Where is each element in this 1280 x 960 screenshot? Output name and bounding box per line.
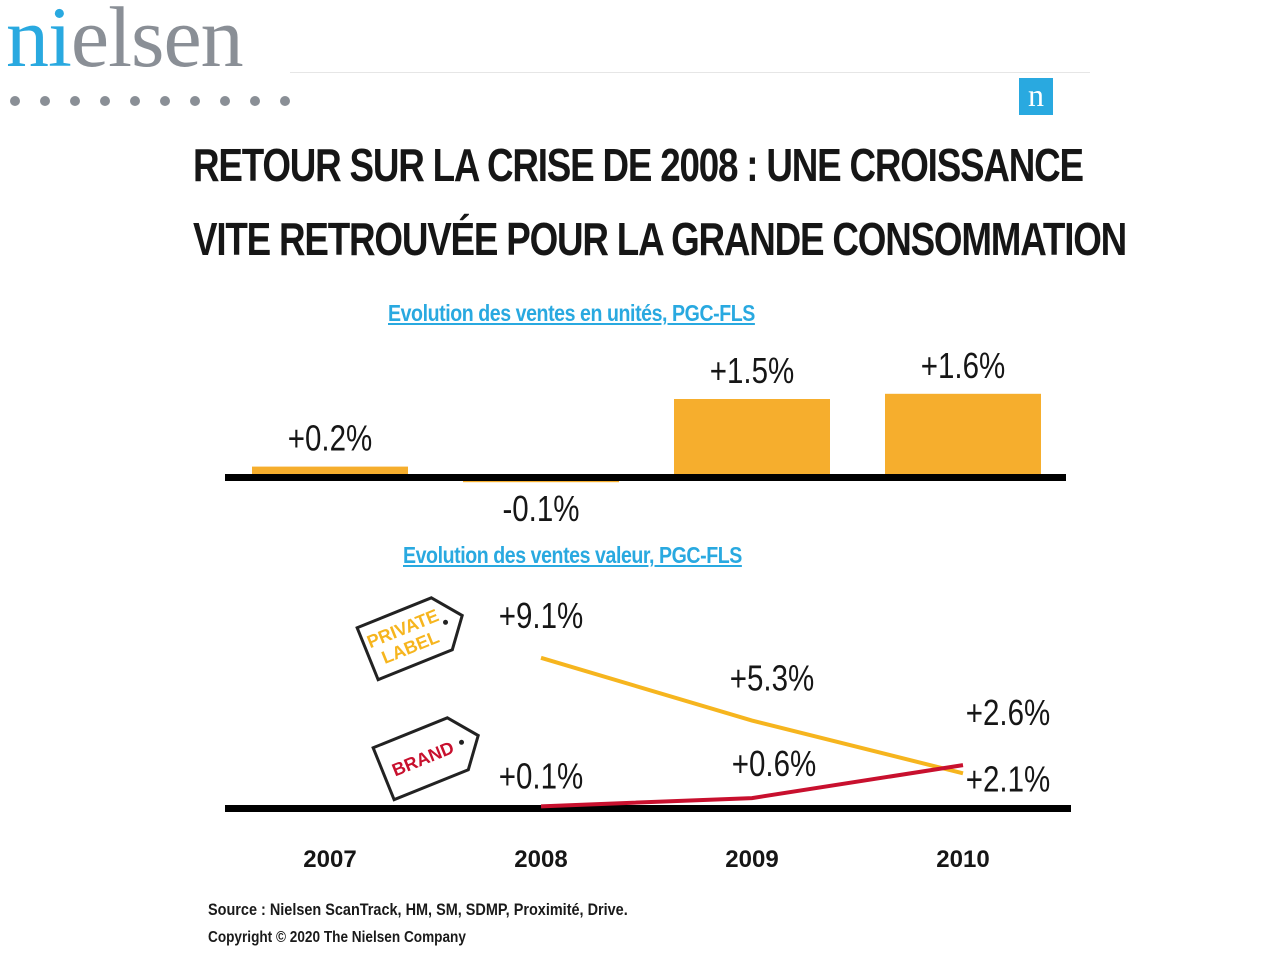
logo-dot xyxy=(70,96,80,106)
value-point-label: +2.6% xyxy=(966,692,1051,732)
units-bar xyxy=(674,399,830,477)
units-bar-label: +1.6% xyxy=(921,345,1006,385)
brand-tag-hole-icon xyxy=(459,739,465,745)
logo-dot xyxy=(250,96,260,106)
units-bar-label: +1.5% xyxy=(710,350,795,390)
logo-dot xyxy=(220,96,230,106)
nielsen-badge-icon: n xyxy=(1019,78,1053,115)
brand-tag: BRAND xyxy=(371,716,480,802)
logo-dot xyxy=(40,96,50,106)
value-baseline xyxy=(225,805,1071,812)
nielsen-logo: nielsen xyxy=(6,0,244,85)
logo-dot xyxy=(10,96,20,106)
header-divider xyxy=(290,72,1090,73)
source-note: Source : Nielsen ScanTrack, HM, SM, SDMP… xyxy=(208,900,628,919)
value-point-label: +5.3% xyxy=(730,658,815,698)
units-bar-label: +0.2% xyxy=(288,418,373,458)
private-label-tag-shape xyxy=(355,596,464,682)
headline-line-1: RETOUR SUR LA CRISE DE 2008 : UNE CROISS… xyxy=(193,139,1084,191)
value-line-brand xyxy=(540,763,964,809)
units-baseline xyxy=(225,474,1066,481)
logo-dot xyxy=(190,96,200,106)
logo-dot xyxy=(280,96,290,106)
x-tick-label: 2009 xyxy=(725,846,778,873)
headline-line-2: VITE RETROUVÉE POUR LA GRANDE CONSOMMATI… xyxy=(193,213,1127,265)
x-tick-label: 2007 xyxy=(303,846,356,873)
x-tick-label: 2008 xyxy=(514,846,567,873)
logo-dot xyxy=(130,96,140,106)
value-point-label: +9.1% xyxy=(499,595,584,635)
logo-dot xyxy=(160,96,170,106)
value-line-private-label xyxy=(540,655,964,776)
copyright-note: Copyright © 2020 The Nielsen Company xyxy=(208,929,466,946)
value-point-label: +0.6% xyxy=(732,743,817,783)
units-bar xyxy=(252,466,408,477)
x-tick-label: 2010 xyxy=(936,846,989,873)
logo-dot xyxy=(100,96,110,106)
private-label-tag-hole-icon xyxy=(443,619,449,625)
brand-tag-shape xyxy=(371,716,480,802)
value-point-label: +0.1% xyxy=(499,756,584,796)
value-chart-title: Evolution des ventes valeur, PGC-FLS xyxy=(403,542,742,568)
units-chart-title: Evolution des ventes en unités, PGC-FLS xyxy=(388,300,755,326)
units-bar xyxy=(885,393,1041,477)
value-point-label: +2.1% xyxy=(966,759,1051,799)
units-bar-label: -0.1% xyxy=(502,488,579,528)
